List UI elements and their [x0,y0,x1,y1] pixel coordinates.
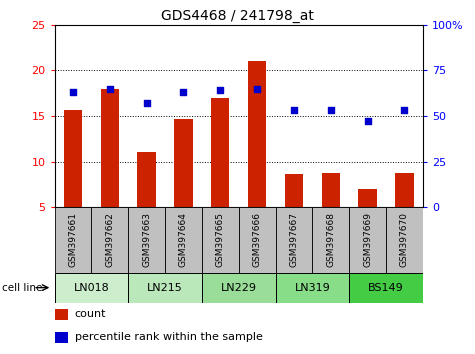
Text: LN018: LN018 [74,282,109,293]
FancyBboxPatch shape [91,207,128,273]
Text: LN229: LN229 [221,282,256,293]
Point [106,86,114,91]
Text: BS149: BS149 [368,282,404,293]
Bar [322,173,340,207]
Bar [395,173,414,207]
Text: percentile rank within the sample: percentile rank within the sample [75,332,263,342]
Text: LN215: LN215 [147,282,183,293]
FancyBboxPatch shape [55,207,91,273]
Text: GSM397662: GSM397662 [105,212,114,267]
FancyBboxPatch shape [238,207,276,273]
Bar [101,88,119,207]
Point [364,119,371,124]
Point [327,108,334,113]
FancyBboxPatch shape [165,207,202,273]
Point [400,108,408,113]
FancyBboxPatch shape [128,273,202,303]
FancyBboxPatch shape [202,207,238,273]
Text: GDS4468 / 241798_at: GDS4468 / 241798_at [161,9,314,23]
Point [217,87,224,93]
Point [253,86,261,91]
Text: GSM397661: GSM397661 [68,212,77,267]
Point [180,90,187,95]
Bar [55,332,67,343]
Text: GSM397667: GSM397667 [289,212,298,267]
FancyBboxPatch shape [386,207,423,273]
Bar [55,309,67,320]
Text: count: count [75,309,106,319]
Bar [64,109,82,207]
FancyBboxPatch shape [202,273,276,303]
FancyBboxPatch shape [313,207,349,273]
Text: GSM397663: GSM397663 [142,212,151,267]
Bar [285,174,303,207]
FancyBboxPatch shape [276,273,349,303]
Text: cell line: cell line [2,282,43,293]
Text: GSM397665: GSM397665 [216,212,225,267]
Text: GSM397664: GSM397664 [179,212,188,267]
FancyBboxPatch shape [349,207,386,273]
FancyBboxPatch shape [55,273,128,303]
Point [143,100,151,106]
Bar [358,189,377,207]
Bar [137,152,156,207]
Text: GSM397666: GSM397666 [253,212,262,267]
Text: LN319: LN319 [294,282,330,293]
Text: GSM397668: GSM397668 [326,212,335,267]
Bar [248,61,266,207]
Text: GSM397669: GSM397669 [363,212,372,267]
Text: GSM397670: GSM397670 [400,212,409,267]
Point [69,90,77,95]
FancyBboxPatch shape [349,273,423,303]
Bar [211,98,229,207]
FancyBboxPatch shape [128,207,165,273]
FancyBboxPatch shape [276,207,313,273]
Bar [174,119,193,207]
Point [290,108,298,113]
